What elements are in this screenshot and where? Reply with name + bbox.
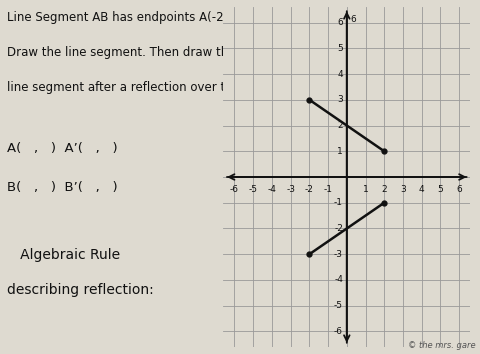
Text: © the mrs. gare: © the mrs. gare	[408, 342, 475, 350]
Text: describing reflection:: describing reflection:	[7, 283, 154, 297]
Text: Algebraic Rule: Algebraic Rule	[7, 248, 120, 262]
Text: A(   ,   )  A’(   ,   ): A( , ) A’( , )	[7, 142, 118, 155]
Text: -4: -4	[334, 275, 343, 285]
Text: -2: -2	[305, 185, 314, 194]
Text: 5: 5	[337, 44, 343, 53]
Text: 3: 3	[400, 185, 406, 194]
Text: 1: 1	[363, 185, 369, 194]
Text: -6: -6	[334, 327, 343, 336]
Text: 3: 3	[337, 95, 343, 104]
Text: -3: -3	[286, 185, 295, 194]
Text: B(   ,   )  B’(   ,   ): B( , ) B’( , )	[7, 181, 118, 194]
Text: Draw the line segment. Then draw the image of the: Draw the line segment. Then draw the ima…	[7, 46, 314, 59]
Text: 6: 6	[456, 185, 462, 194]
Text: -2: -2	[334, 224, 343, 233]
Text: -1: -1	[324, 185, 333, 194]
Text: 1: 1	[337, 147, 343, 156]
Text: line segment after a reflection over the x-axis.: line segment after a reflection over the…	[7, 81, 283, 95]
Text: -3: -3	[334, 250, 343, 259]
Text: -1: -1	[334, 198, 343, 207]
Text: 6: 6	[337, 18, 343, 27]
Text: 4: 4	[337, 69, 343, 79]
Text: 4: 4	[419, 185, 424, 194]
Text: 6: 6	[350, 15, 356, 24]
Text: -4: -4	[267, 185, 276, 194]
Text: 2: 2	[382, 185, 387, 194]
Text: -5: -5	[249, 185, 258, 194]
Text: 2: 2	[337, 121, 343, 130]
Text: -6: -6	[230, 185, 239, 194]
Text: -5: -5	[334, 301, 343, 310]
Text: Line Segment AB has endpoints A(-2, 3) and B(2, 1).: Line Segment AB has endpoints A(-2, 3) a…	[7, 11, 317, 24]
Text: 5: 5	[438, 185, 444, 194]
